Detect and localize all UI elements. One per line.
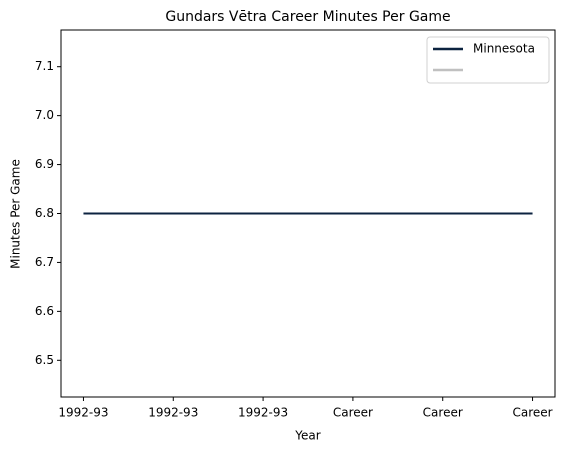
chart-title: Gundars Vētra Career Minutes Per Game (165, 9, 450, 25)
x-tick-label: Career (333, 406, 373, 420)
x-tick-label: Career (512, 406, 552, 420)
y-tick-label: 6.8 (35, 206, 54, 220)
x-tick-label: 1992-93 (148, 406, 198, 420)
y-tick-label: 6.7 (35, 255, 54, 269)
y-tick-label: 7.1 (35, 59, 54, 73)
x-axis-label: Year (294, 429, 320, 443)
legend-label: Minnesota (473, 42, 535, 56)
y-tick-label: 6.5 (35, 353, 54, 367)
y-tick-label: 7.0 (35, 108, 54, 122)
x-tick-label: 1992-93 (58, 406, 108, 420)
y-tick-label: 6.9 (35, 157, 54, 171)
y-axis-label: Minutes Per Game (9, 159, 23, 269)
x-tick-label: Career (423, 406, 463, 420)
x-tick-label: 1992-93 (238, 406, 288, 420)
plot-frame (60, 29, 556, 398)
y-tick-label: 6.6 (35, 304, 54, 318)
